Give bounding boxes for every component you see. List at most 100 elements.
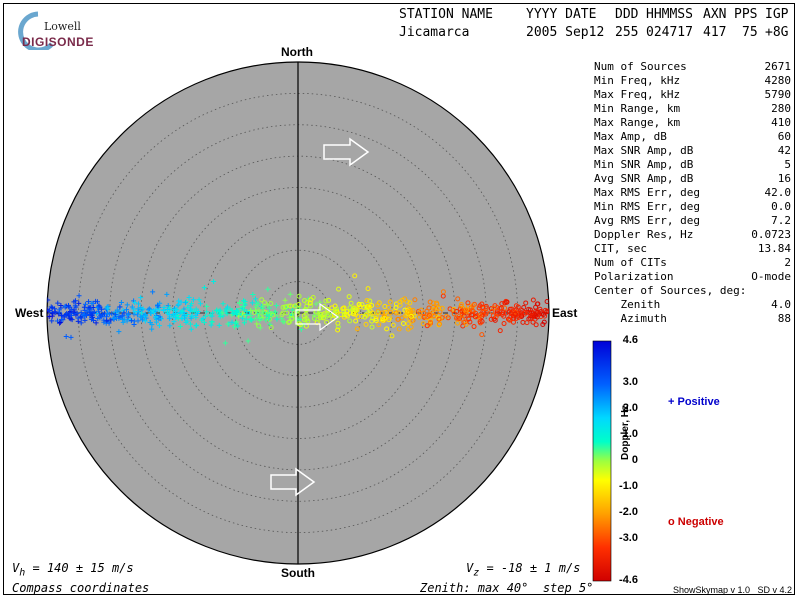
negative-source-point bbox=[508, 313, 514, 319]
positive-source-point bbox=[49, 318, 55, 324]
stat-value: 42 bbox=[777, 144, 791, 157]
stat-label: Min SNR Amp, dB bbox=[594, 158, 694, 171]
negative-source-point bbox=[396, 310, 402, 316]
negative-source-point bbox=[502, 305, 508, 311]
negative-source-point bbox=[406, 315, 412, 321]
header-col-igp: IGP bbox=[765, 7, 789, 22]
negative-source-point bbox=[332, 307, 338, 313]
negative-source-point bbox=[359, 313, 365, 319]
positive-source-point bbox=[142, 318, 148, 324]
negative-source-point bbox=[348, 300, 354, 306]
colorbar-tick-label: 2.0 bbox=[622, 401, 638, 414]
positive-source-point bbox=[274, 316, 280, 322]
negative-source-point bbox=[379, 310, 385, 316]
stat-label: Azimuth bbox=[594, 312, 667, 325]
stat-value: 88 bbox=[777, 312, 791, 325]
positive-source-point bbox=[214, 308, 220, 314]
positive-source-point bbox=[82, 317, 88, 323]
positive-source-point bbox=[265, 310, 271, 316]
negative-source-point bbox=[503, 310, 509, 316]
negative-source-point bbox=[346, 294, 352, 300]
negative-source-point bbox=[301, 317, 307, 323]
compass-east: East bbox=[552, 306, 578, 320]
positive-source-point bbox=[264, 312, 270, 318]
positive-source-point bbox=[149, 326, 155, 332]
positive-source-point bbox=[155, 303, 161, 309]
positive-source-point bbox=[188, 306, 194, 312]
positive-source-point bbox=[223, 306, 229, 312]
stat-label: Max Amp, dB bbox=[594, 130, 667, 143]
negative-source-point bbox=[515, 308, 521, 314]
negative-source-point bbox=[467, 319, 473, 325]
negative-source-point bbox=[376, 322, 382, 328]
negative-source-point bbox=[350, 311, 356, 317]
positive-source-point bbox=[166, 316, 172, 322]
negative-source-point bbox=[454, 309, 460, 315]
positive-source-point bbox=[125, 312, 131, 318]
negative-source-point bbox=[335, 327, 341, 333]
stat-value: 4280 bbox=[764, 74, 792, 87]
positive-source-point bbox=[204, 303, 210, 309]
negative-source-point bbox=[364, 298, 370, 304]
positive-source-point bbox=[217, 307, 223, 313]
positive-source-point bbox=[140, 317, 146, 323]
negative-source-point bbox=[440, 289, 446, 295]
negative-source-point bbox=[420, 321, 426, 327]
positive-source-point bbox=[66, 315, 72, 321]
negative-source-point bbox=[386, 317, 392, 323]
positive-source-point bbox=[244, 311, 250, 317]
figure-frame bbox=[3, 3, 795, 595]
positive-source-point bbox=[239, 315, 245, 321]
negative-source-point bbox=[395, 316, 401, 322]
negative-source-point bbox=[268, 300, 274, 306]
logo-text-bottom: DIGISONDE bbox=[22, 35, 94, 49]
negative-source-point bbox=[494, 311, 500, 317]
negative-source-point bbox=[366, 303, 372, 309]
stat-label: Max Freq, kHz bbox=[594, 88, 681, 101]
positive-source-point bbox=[194, 322, 200, 328]
negative-source-point bbox=[510, 319, 516, 325]
positive-source-point bbox=[101, 317, 107, 323]
negative-source-point bbox=[259, 297, 265, 303]
colorbar-tick-label: -1.0 bbox=[619, 480, 638, 493]
positive-source-point bbox=[197, 301, 203, 307]
positive-source-point bbox=[158, 316, 164, 322]
positive-source-point bbox=[175, 312, 181, 318]
positive-source-point bbox=[216, 322, 222, 328]
positive-source-point bbox=[140, 306, 146, 312]
negative-source-point bbox=[404, 312, 410, 318]
negative-source-point bbox=[418, 307, 424, 313]
negative-source-point bbox=[335, 314, 341, 320]
vh-value: = 140 ± 15 m/s bbox=[25, 561, 134, 575]
negative-source-point bbox=[325, 313, 331, 319]
stat-value: 280 bbox=[771, 102, 791, 115]
header-val-time: 024717 bbox=[646, 25, 693, 40]
velocity-arrow-top-icon bbox=[323, 137, 370, 167]
positive-source-point bbox=[252, 296, 258, 302]
negative-source-point bbox=[341, 305, 347, 311]
header-col-time: HHMMSS bbox=[646, 7, 693, 22]
positive-source-point bbox=[82, 312, 88, 318]
negative-source-point bbox=[382, 303, 388, 309]
positive-source-point bbox=[132, 300, 138, 306]
stat-label: CIT, sec bbox=[594, 242, 647, 255]
header-col-axn: AXN bbox=[703, 7, 727, 22]
negative-source-point bbox=[499, 301, 505, 307]
compass-south: South bbox=[281, 566, 315, 580]
vz-value: = -18 ± 1 m/s bbox=[479, 561, 581, 575]
positive-source-point bbox=[243, 316, 249, 322]
negative-source-point bbox=[375, 308, 381, 314]
negative-source-point bbox=[384, 326, 390, 332]
positive-source-point bbox=[208, 322, 214, 328]
positive-source-point bbox=[211, 278, 217, 284]
positive-source-point bbox=[273, 309, 279, 315]
positive-source-point bbox=[224, 311, 230, 317]
stat-label: Zenith bbox=[594, 298, 661, 311]
positive-source-point bbox=[183, 299, 189, 305]
negative-source-point bbox=[469, 312, 475, 318]
negative-source-point bbox=[344, 311, 350, 317]
negative-source-point bbox=[408, 324, 414, 330]
negative-source-point bbox=[396, 326, 402, 332]
negative-source-point bbox=[353, 318, 359, 324]
negative-source-point bbox=[501, 321, 507, 327]
